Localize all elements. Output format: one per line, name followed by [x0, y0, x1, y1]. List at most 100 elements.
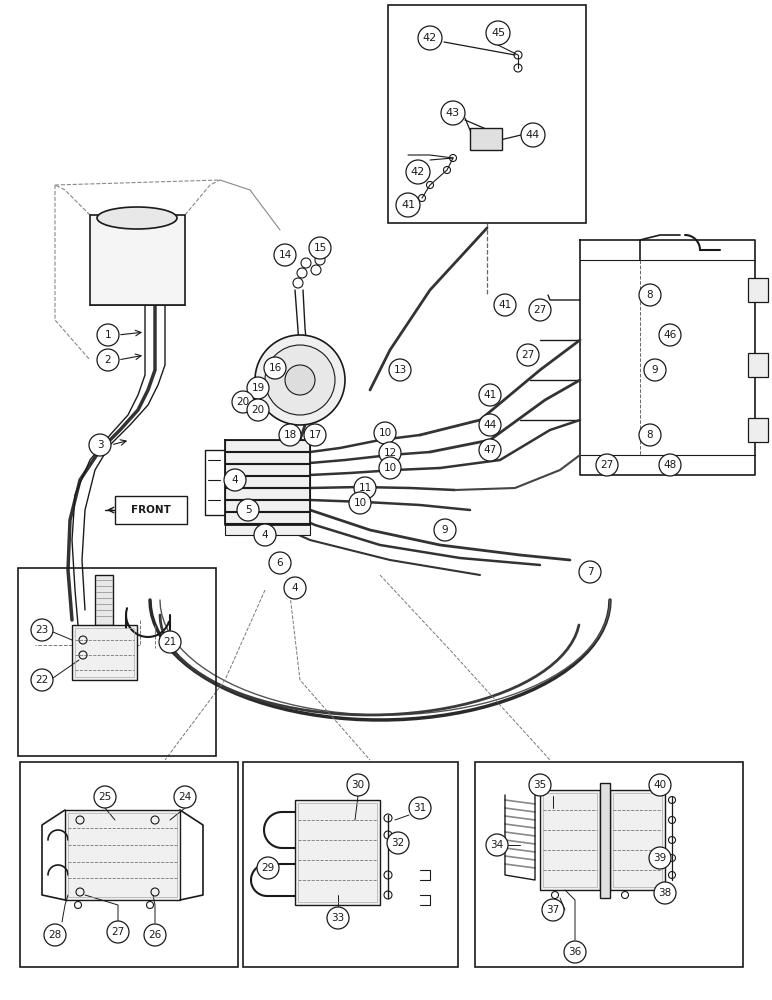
Ellipse shape	[97, 207, 177, 229]
Text: 48: 48	[663, 460, 676, 470]
Bar	[225, 524, 310, 535]
Bar	[72, 625, 137, 680]
Circle shape	[529, 299, 551, 321]
Bar	[225, 500, 310, 511]
Text: 39: 39	[653, 853, 667, 863]
Text: 9: 9	[442, 525, 449, 535]
Text: 16: 16	[269, 363, 282, 373]
Bar	[225, 440, 310, 451]
Text: 42: 42	[423, 33, 437, 43]
Circle shape	[264, 357, 286, 379]
Circle shape	[529, 774, 551, 796]
Bar	[600, 783, 610, 898]
Bar	[75, 628, 134, 677]
Circle shape	[596, 454, 618, 476]
Text: 10: 10	[384, 463, 397, 473]
Circle shape	[107, 921, 129, 943]
Circle shape	[517, 344, 539, 366]
Circle shape	[379, 457, 401, 479]
Text: 45: 45	[491, 28, 505, 38]
Circle shape	[349, 492, 371, 514]
Text: 12: 12	[384, 448, 397, 458]
Circle shape	[354, 477, 376, 499]
Bar	[95, 575, 113, 625]
Circle shape	[409, 797, 431, 819]
Text: 36: 36	[568, 947, 581, 957]
Circle shape	[486, 834, 508, 856]
Bar	[748, 418, 768, 442]
Text: 2: 2	[105, 355, 111, 365]
Bar	[543, 793, 597, 887]
Text: 6: 6	[276, 558, 283, 568]
Circle shape	[97, 324, 119, 346]
Text: 8: 8	[647, 290, 653, 300]
Text: 27: 27	[601, 460, 614, 470]
Text: 15: 15	[313, 243, 327, 253]
Text: 46: 46	[663, 330, 676, 340]
Bar	[298, 803, 377, 902]
Circle shape	[254, 524, 276, 546]
Circle shape	[237, 499, 259, 521]
Text: 30: 30	[351, 780, 364, 790]
Text: 11: 11	[358, 483, 371, 493]
Text: 5: 5	[245, 505, 252, 515]
Text: 17: 17	[308, 430, 322, 440]
Circle shape	[274, 244, 296, 266]
Circle shape	[396, 193, 420, 217]
Circle shape	[232, 391, 254, 413]
Text: 23: 23	[36, 625, 49, 635]
Circle shape	[31, 619, 53, 641]
Text: 40: 40	[653, 780, 666, 790]
Circle shape	[521, 123, 545, 147]
Text: 41: 41	[401, 200, 415, 210]
Text: 10: 10	[378, 428, 391, 438]
Circle shape	[542, 899, 564, 921]
Text: 29: 29	[262, 863, 275, 873]
Text: 34: 34	[490, 840, 503, 850]
Circle shape	[159, 631, 181, 653]
Bar	[610, 790, 665, 890]
Text: 43: 43	[446, 108, 460, 118]
Circle shape	[387, 832, 409, 854]
Text: 24: 24	[178, 792, 191, 802]
Circle shape	[374, 422, 396, 444]
Bar	[388, 5, 586, 223]
Circle shape	[44, 924, 66, 946]
Text: 22: 22	[36, 675, 49, 685]
Circle shape	[285, 365, 315, 395]
Circle shape	[479, 414, 501, 436]
Bar	[295, 800, 380, 905]
Circle shape	[486, 21, 510, 45]
Circle shape	[579, 561, 601, 583]
Text: 42: 42	[411, 167, 425, 177]
Bar	[20, 762, 238, 967]
Circle shape	[479, 439, 501, 461]
Circle shape	[304, 424, 326, 446]
Text: 8: 8	[647, 430, 653, 440]
Bar	[748, 278, 768, 302]
Circle shape	[144, 924, 166, 946]
Circle shape	[564, 941, 586, 963]
Circle shape	[257, 857, 279, 879]
Text: 4: 4	[262, 530, 269, 540]
Bar	[225, 464, 310, 475]
Circle shape	[479, 384, 501, 406]
Circle shape	[97, 349, 119, 371]
Text: 37: 37	[547, 905, 560, 915]
Circle shape	[309, 237, 331, 259]
Text: 38: 38	[659, 888, 672, 898]
Circle shape	[639, 284, 661, 306]
Bar	[225, 488, 310, 499]
Circle shape	[659, 454, 681, 476]
Bar	[68, 813, 177, 897]
Bar	[470, 128, 502, 150]
Bar	[115, 496, 187, 524]
Circle shape	[654, 882, 676, 904]
Circle shape	[247, 377, 269, 399]
Bar	[748, 353, 768, 377]
Circle shape	[441, 101, 465, 125]
Text: 3: 3	[96, 440, 103, 450]
Circle shape	[347, 774, 369, 796]
Text: 1: 1	[105, 330, 111, 340]
Text: 20: 20	[252, 405, 265, 415]
